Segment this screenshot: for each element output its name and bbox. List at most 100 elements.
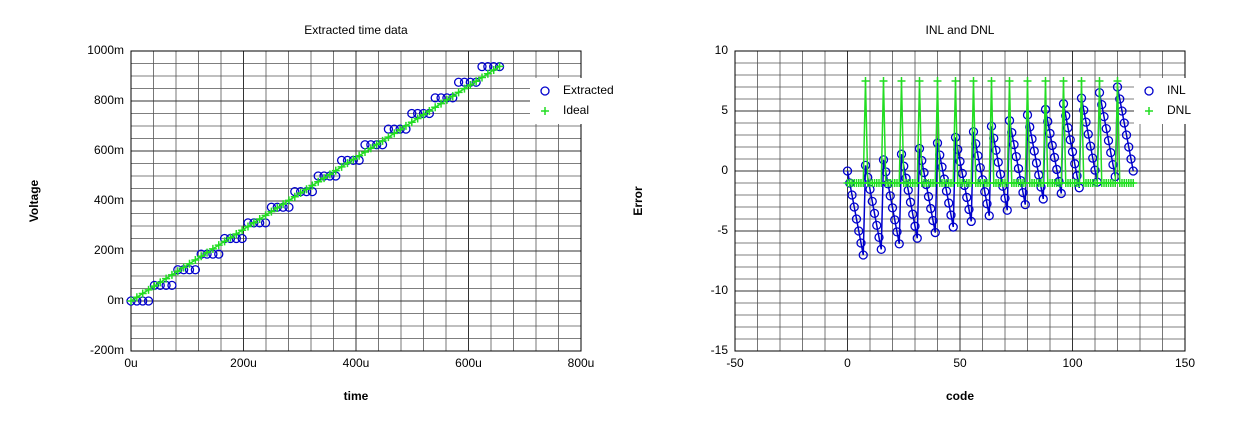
marker [1043,116,1053,127]
y-tick-label: 200m [94,243,124,257]
marker [915,77,924,85]
marker [448,92,457,101]
marker [932,138,943,148]
x-axis-label: time [344,389,369,403]
marker [366,144,375,153]
marker [331,166,340,175]
marker [923,191,934,202]
marker [842,166,853,176]
marker [407,118,416,127]
chart-title: Extracted time data [304,23,408,37]
marker [1023,77,1032,85]
marker [946,210,956,220]
marker [1052,164,1062,175]
legend-label: Ideal [563,103,589,117]
marker [995,169,1006,179]
marker [1011,151,1021,162]
legend-label: DNL [1167,103,1191,117]
marker [937,162,947,172]
marker [948,222,958,232]
marker [1018,187,1028,198]
marker [894,239,904,249]
x-tick-label: 400u [343,356,370,370]
y-tick-label: 400m [94,193,124,207]
marker [249,218,258,227]
marker [1128,166,1138,176]
marker [851,214,862,224]
marker [472,77,481,86]
marker [847,190,857,200]
legend-label: INL [1167,83,1186,97]
marker [878,155,889,165]
marker [1079,105,1089,115]
x-tick-label: 150 [1175,356,1195,370]
marker [1106,147,1116,158]
y-tick-label: 5 [721,103,728,117]
marker [261,211,270,220]
marker [1119,118,1129,128]
marker [343,159,352,168]
marker [944,198,954,208]
marker [1013,163,1024,174]
marker [314,177,323,186]
marker [1129,179,1138,187]
marker [890,215,900,225]
marker [885,191,895,201]
y-tick-label: 800m [94,93,124,107]
legend: Extracted Ideal [530,78,625,124]
x-tick-label: 0u [124,356,137,370]
marker [401,121,410,130]
marker [162,274,171,283]
marker [144,285,153,294]
marker [951,77,960,85]
marker [127,297,135,305]
marker [132,293,141,302]
marker [302,185,311,194]
marker [861,77,870,85]
plot-border [130,50,582,352]
legend-box [1134,78,1229,124]
marker [197,252,206,261]
series-line [846,86,1134,256]
marker [1059,77,1068,85]
marker [1097,99,1107,110]
marker [1029,146,1039,156]
y-axis-label: Error [631,186,645,216]
marker [296,188,305,197]
marker [955,156,965,167]
marker [372,140,381,149]
marker [413,114,422,123]
marker [1115,94,1125,104]
legend-label: Extracted [563,83,614,97]
marker [1047,140,1057,151]
y-tick-label: 600m [94,143,124,157]
y-tick-label: -10 [711,283,729,297]
marker [466,80,475,89]
marker [987,77,996,85]
marker [138,289,147,298]
marker [1056,188,1066,199]
marker [179,263,188,272]
marker [860,160,871,171]
marker [185,259,194,268]
marker [437,99,446,108]
marker [279,200,288,209]
marker [460,84,469,93]
marker [454,88,463,97]
marker [191,256,200,265]
marker [150,282,159,291]
marker [908,209,918,219]
marker [910,221,920,231]
x-tick-label: 800u [568,356,595,370]
marker [950,132,961,143]
marker [887,203,898,213]
marker [1020,199,1030,210]
x-tick-label: 50 [953,356,967,370]
plot-border [734,50,1186,352]
marker [419,110,428,119]
marker [993,157,1003,167]
y-tick-label: -5 [717,223,728,237]
marker [1124,142,1134,152]
legend: INL DNL [1134,78,1229,124]
